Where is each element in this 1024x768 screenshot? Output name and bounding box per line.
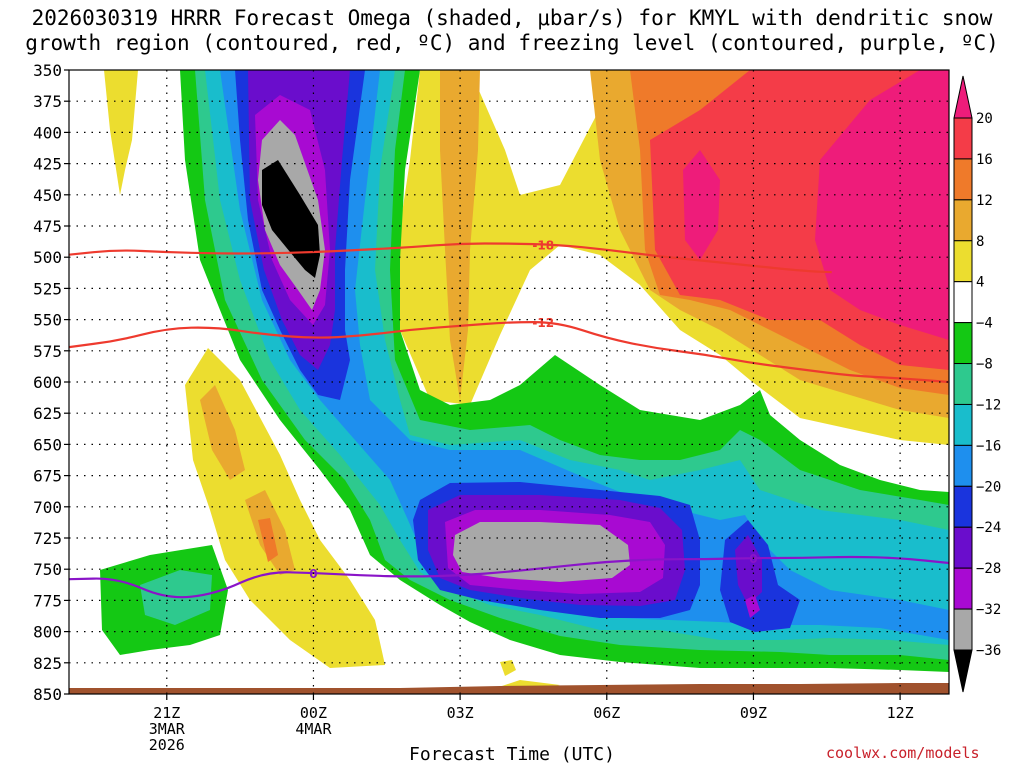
colorbar-swatch xyxy=(953,117,973,160)
y-tick-label: 650 xyxy=(33,435,62,454)
y-tick-label: 825 xyxy=(33,654,62,673)
colorbar-label: −28 xyxy=(976,561,1001,577)
contour-line xyxy=(69,242,832,274)
colorbar: 20 16 12 8 4 −4 −8 −12 −16 −20 −24 −28 −32 −36 xyxy=(953,75,1001,693)
colorbar-label: 8 xyxy=(976,234,984,250)
x-tick-label: 2026 xyxy=(149,736,185,754)
colorbar-label: −20 xyxy=(976,479,1001,495)
y-tick-label: 800 xyxy=(33,623,62,642)
y-tick-label: 700 xyxy=(33,498,62,517)
colorbar-swatch xyxy=(953,363,973,405)
colorbar-label: −36 xyxy=(976,643,1001,659)
colorbar-bottom-arrow xyxy=(953,649,973,693)
colorbar-swatch xyxy=(953,403,973,446)
y-tick-label: 850 xyxy=(33,685,62,704)
colorbar-label: 4 xyxy=(976,275,984,291)
colorbar-label: −16 xyxy=(976,438,1001,454)
colorbar-swatch xyxy=(953,322,973,365)
colorbar-swatch xyxy=(953,444,973,487)
colorbar-label: −12 xyxy=(976,397,1001,413)
colorbar-swatch xyxy=(953,485,973,528)
colorbar-label: 12 xyxy=(976,193,993,209)
contour-line xyxy=(69,555,949,599)
x-tick-label: 21Z xyxy=(153,704,180,722)
x-tick-label: 4MAR xyxy=(295,720,332,738)
colorbar-top-arrow xyxy=(953,75,973,119)
title-line-1: 2026030319 HRRR Forecast Omega (shaded, … xyxy=(31,6,993,30)
y-tick-label: 550 xyxy=(33,311,62,330)
y-tick-label: 575 xyxy=(33,342,62,361)
y-tick-label: 675 xyxy=(33,467,62,486)
x-tick-label: 00Z xyxy=(300,704,327,722)
colorbar-swatch xyxy=(953,240,973,283)
y-tick-label: 525 xyxy=(33,279,62,298)
y-tick-label: 500 xyxy=(33,248,62,267)
y-tick-label: 350 xyxy=(33,61,62,80)
y-tick-label: 425 xyxy=(33,155,62,174)
y-tick-label: 475 xyxy=(33,217,62,236)
colorbar-swatch xyxy=(953,199,973,242)
x-tick-label: 03Z xyxy=(447,704,474,722)
colorbar-swatch xyxy=(953,608,973,651)
x-tick-label: 06Z xyxy=(593,704,620,722)
y-tick-label: 600 xyxy=(33,373,62,392)
colorbar-label: −4 xyxy=(976,316,993,332)
colorbar-swatch xyxy=(953,158,973,201)
contour-lines: -18-1200 xyxy=(69,239,949,599)
x-tick-label: 3MAR xyxy=(149,720,186,738)
colorbar-swatch xyxy=(953,281,973,324)
colorbar-label: −8 xyxy=(976,357,993,373)
y-axis: 350 375 400 425 450 475 500 525 550 575 600 625 650 6… xyxy=(33,61,69,704)
colorbar-label: −24 xyxy=(976,520,1001,536)
x-tick-label: 12Z xyxy=(887,704,914,722)
omega-shading: -18-1200 xyxy=(69,70,949,694)
site-credit: coolwx.com/models xyxy=(826,744,980,762)
colorbar-label: 16 xyxy=(976,152,993,168)
contour-label: -18 xyxy=(532,239,554,253)
contour-line xyxy=(69,320,949,384)
colorbar-swatch xyxy=(953,567,973,610)
y-tick-label: 725 xyxy=(33,529,62,548)
y-tick-label: 450 xyxy=(33,186,62,205)
y-tick-label: 400 xyxy=(33,123,62,142)
colorbar-label: 20 xyxy=(976,111,993,127)
colorbar-swatch xyxy=(953,526,973,569)
y-tick-label: 375 xyxy=(33,92,62,111)
y-tick-label: 625 xyxy=(33,404,62,423)
x-tick-label: 09Z xyxy=(740,704,767,722)
contour-label: -12 xyxy=(532,316,554,330)
title-line-2: growth region (contoured, red, ºC) and f… xyxy=(25,31,999,55)
colorbar-label: −32 xyxy=(976,602,1001,618)
y-tick-label: 775 xyxy=(33,591,62,610)
chart-title: 2026030319 HRRR Forecast Omega (shaded, … xyxy=(0,6,1024,56)
y-tick-label: 750 xyxy=(33,560,62,579)
x-axis-title: Forecast Time (UTC) xyxy=(409,744,615,765)
